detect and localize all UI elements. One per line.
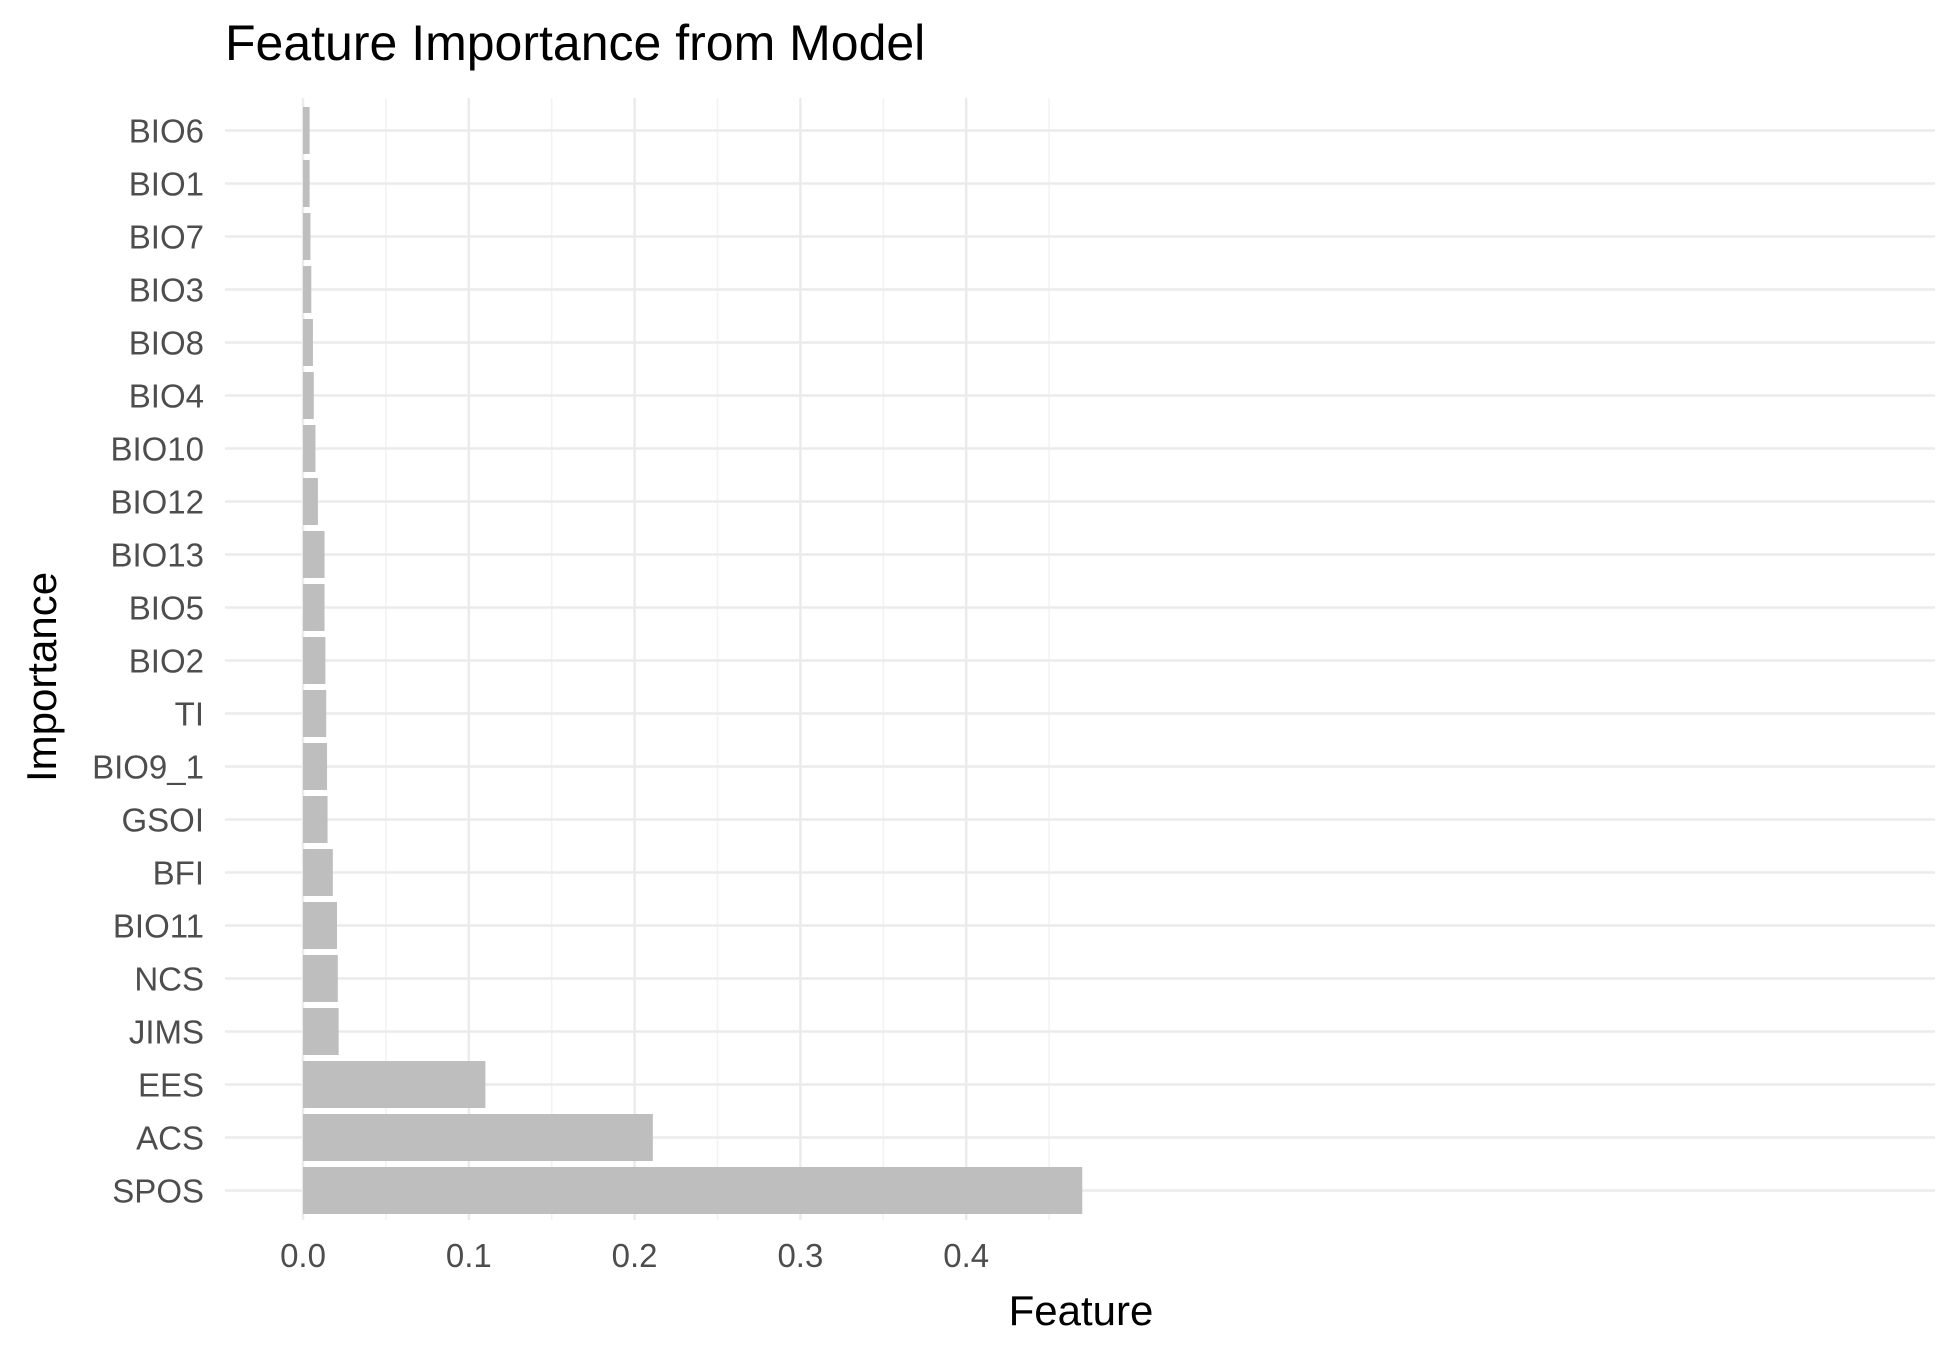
y-tick-label: BIO1 xyxy=(129,166,204,203)
bar-acs xyxy=(303,1114,653,1161)
x-axis-title: Feature xyxy=(1009,1287,1154,1334)
x-tick-label: 0.0 xyxy=(280,1237,326,1274)
bar-ees xyxy=(303,1061,486,1108)
bars xyxy=(303,107,1083,1214)
x-tick-label: 0.3 xyxy=(777,1237,823,1274)
bar-bio1 xyxy=(303,160,310,207)
x-tick-label: 0.1 xyxy=(446,1237,492,1274)
y-tick-label: BIO4 xyxy=(129,378,204,415)
bar-bio4 xyxy=(303,372,314,419)
y-tick-label: TI xyxy=(175,696,204,733)
y-tick-label: BIO7 xyxy=(129,219,204,256)
y-axis-title: Importance xyxy=(18,572,65,782)
bar-bio11 xyxy=(303,902,337,949)
bar-ti xyxy=(303,690,327,737)
bar-bio2 xyxy=(303,637,326,684)
y-tick-label: GSOI xyxy=(121,802,204,839)
bar-bio12 xyxy=(303,478,318,525)
y-tick-label: BIO5 xyxy=(129,590,204,627)
x-tick-label: 0.2 xyxy=(612,1237,658,1274)
y-tick-label: BIO3 xyxy=(129,272,204,309)
bar-bio8 xyxy=(303,319,313,366)
bar-bio9-1 xyxy=(303,743,328,790)
y-tick-label: JIMS xyxy=(129,1014,204,1051)
y-tick-label: BIO10 xyxy=(110,431,204,468)
bar-jims xyxy=(303,1008,339,1055)
y-tick-label: BFI xyxy=(153,855,204,892)
bar-bio10 xyxy=(303,425,316,472)
x-tick-label: 0.4 xyxy=(943,1237,989,1274)
y-tick-label: BIO12 xyxy=(110,484,204,521)
y-tick-label: BIO9_1 xyxy=(92,749,204,786)
bar-gsoi xyxy=(303,796,328,843)
y-tick-label: BIO2 xyxy=(129,643,204,680)
bar-bio6 xyxy=(303,107,310,154)
grid-lines xyxy=(225,98,1935,1220)
bar-bio13 xyxy=(303,531,325,578)
x-tick-labels: 0.0 0.1 0.2 0.3 0.4 xyxy=(280,1237,989,1274)
y-tick-label: BIO11 xyxy=(113,908,204,945)
y-tick-labels: BIO6 BIO1 BIO7 BIO3 BIO8 BIO4 BIO10 BIO12 BIO13 B… xyxy=(92,113,204,1210)
y-tick-label: EES xyxy=(138,1067,204,1104)
bar-bio5 xyxy=(303,584,325,631)
bar-bfi xyxy=(303,849,333,896)
y-tick-label: BIO6 xyxy=(129,113,204,150)
y-tick-label: BIO13 xyxy=(110,537,204,574)
bar-bio7 xyxy=(303,213,311,260)
y-tick-label: BIO8 xyxy=(129,325,204,362)
bar-spos xyxy=(303,1167,1083,1214)
y-tick-label: NCS xyxy=(134,961,204,998)
bar-bio3 xyxy=(303,266,312,313)
y-tick-label: ACS xyxy=(136,1120,204,1157)
bar-ncs xyxy=(303,955,338,1002)
chart-title: Feature Importance from Model xyxy=(225,15,926,71)
y-tick-label: SPOS xyxy=(112,1173,204,1210)
